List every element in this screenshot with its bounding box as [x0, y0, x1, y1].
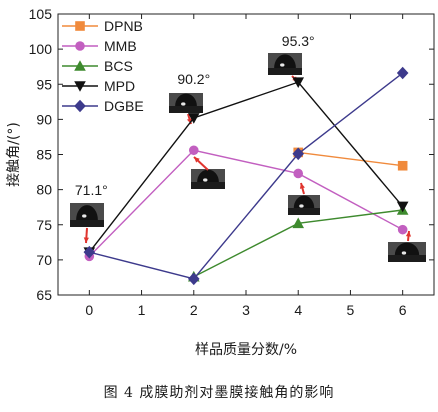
y-tick-label: 95: [36, 76, 52, 92]
legend-marker: [74, 99, 86, 113]
droplet-highlight: [82, 214, 87, 218]
series-layer: [83, 66, 409, 286]
photo-substrate: [268, 68, 302, 75]
y-tick-label: 100: [29, 41, 53, 57]
photo-substrate: [70, 220, 104, 227]
droplet: [175, 93, 197, 106]
pointer-arrowhead: [194, 157, 200, 163]
x-tick-label: 1: [138, 302, 146, 318]
photo-substrate: [191, 182, 225, 189]
x-tick-label: 2: [190, 302, 198, 318]
data-point-dgbe: [396, 66, 409, 80]
legend-entry-dpnb: DPNB: [62, 18, 143, 34]
droplet-highlight: [299, 204, 304, 208]
droplet-photo: [191, 156, 225, 189]
y-axis-title: 接触角/(°): [5, 122, 22, 187]
droplet-highlight: [203, 178, 208, 182]
pointer-arrowhead: [299, 183, 305, 189]
series-mmb: [84, 145, 408, 262]
pointer-arrowhead: [405, 231, 412, 237]
legend-label: MMB: [104, 38, 137, 54]
droplet: [197, 169, 219, 182]
data-point-mpd: [292, 77, 305, 88]
series-line-mmb: [88, 149, 403, 257]
droplet: [274, 54, 296, 68]
y-tick-label: 70: [36, 252, 52, 268]
data-point-mmb: [188, 145, 199, 156]
angle-annotation: 90.2°: [177, 71, 210, 87]
x-tick-label: 0: [85, 302, 93, 318]
x-tick-label: 3: [242, 302, 250, 318]
x-tick-label: 6: [399, 302, 407, 318]
legend-entry-mmb: MMB: [62, 38, 137, 54]
y-tick-label: 80: [36, 182, 52, 198]
data-point-dgbe: [83, 245, 96, 259]
x-tick-label: 5: [347, 302, 355, 318]
droplet: [76, 205, 98, 220]
droplet-photo: [70, 203, 104, 244]
y-tick-label: 85: [36, 147, 52, 163]
y-tick-label: 65: [36, 287, 52, 303]
contact-angle-chart: 65 70 75 80 85 90 95 100 105 0 1 2 3 4 5 6 样品质量分数/% 接触角/(…: [5, 6, 435, 358]
angle-annotation: 95.3°: [282, 33, 315, 49]
legend-marker: [74, 60, 86, 71]
legend-marker: [75, 41, 85, 51]
data-point-mpd: [187, 113, 200, 124]
photo-substrate: [169, 106, 203, 113]
droplet-highlight: [280, 63, 285, 67]
droplet: [394, 242, 420, 255]
data-point-dpnb: [397, 160, 408, 171]
legend-marker: [74, 81, 86, 92]
legend-marker: [75, 21, 85, 31]
y-tick-label: 105: [29, 6, 53, 22]
legend-entry-dgbe: DGBE: [62, 98, 144, 114]
data-point-bcs: [292, 217, 305, 229]
legend-entry-bcs: BCS: [62, 58, 133, 74]
legend-label: DGBE: [104, 98, 144, 114]
data-point-mmb: [397, 224, 408, 235]
data-point-mpd: [396, 201, 409, 213]
droplet-highlight: [401, 251, 407, 255]
data-point-mmb: [293, 168, 304, 179]
y-tick-label: 75: [36, 217, 52, 233]
series-line-dgbe: [89, 72, 404, 280]
plot-frame: [57, 13, 435, 296]
droplet-photo: [288, 182, 320, 215]
droplet-photo: [388, 230, 426, 262]
droplet-photo: [169, 93, 203, 125]
data-point-dgbe: [187, 272, 200, 286]
series-dpnb: [293, 147, 408, 171]
x-tick-label: 4: [294, 302, 302, 318]
photo-substrate: [288, 208, 320, 215]
x-axis-title: 样品质量分数/%: [195, 342, 297, 358]
pointer-arrowhead: [83, 237, 89, 243]
legend-entry-mpd: MPD: [62, 78, 135, 94]
legend: DPNB MMB BCS MPD DGBE: [62, 18, 144, 114]
y-tick-label: 90: [36, 111, 52, 127]
series-line-dpnb: [298, 151, 403, 167]
series-dgbe: [83, 66, 409, 286]
legend-label: DPNB: [104, 18, 143, 34]
axes: 65 70 75 80 85 90 95 100 105 0 1 2 3 4 5 6 样品质量分数/% 接触角/(…: [5, 6, 435, 358]
figure-caption: 图 4 成膜助剂对墨膜接触角的影响: [103, 385, 335, 401]
angle-annotation: 71.1°: [75, 182, 108, 198]
legend-label: MPD: [104, 78, 135, 94]
series-line-mpd: [88, 81, 404, 253]
photo-substrate: [388, 255, 426, 262]
legend-label: BCS: [104, 58, 133, 74]
series-bcs: [187, 204, 409, 282]
droplet: [293, 195, 315, 208]
annotations: 71.1° 90.2° 95.3°: [75, 33, 315, 198]
data-point-dgbe: [292, 147, 305, 161]
droplet-highlight: [181, 102, 186, 106]
